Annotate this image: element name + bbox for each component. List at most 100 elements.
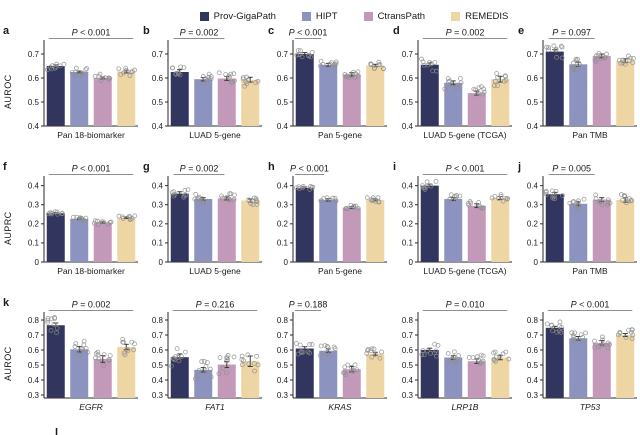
- svg-text:0.3: 0.3: [527, 391, 539, 400]
- svg-text:P = 0.010: P = 0.010: [446, 300, 485, 310]
- svg-text:0.4: 0.4: [28, 181, 40, 190]
- category-label: Pan 18-biomarker: [57, 130, 125, 140]
- svg-text:0.5: 0.5: [277, 361, 289, 370]
- legend-swatch-icon: [301, 11, 311, 21]
- bar-chart-svg: 0.4 0.5 0.6 0.7 P = 0.002 LUAD 5-gene: [152, 28, 262, 140]
- svg-text:0.5: 0.5: [402, 361, 414, 370]
- category-label: TP53: [580, 402, 601, 412]
- svg-text:0.7: 0.7: [152, 50, 164, 59]
- legend-swatch-icon: [363, 11, 373, 21]
- bar-chart-svg: 0.3 0.4 0.5 0.6 0.7 0.8 P = 0.002 EGFR: [28, 300, 138, 412]
- svg-text:0.2: 0.2: [28, 220, 40, 229]
- panel-letter: c: [268, 25, 275, 37]
- svg-text:0.6: 0.6: [527, 74, 539, 83]
- legend-swatch-icon: [199, 11, 209, 21]
- panel-e: e 0.4 0.5 0.6 0.7 P = 0.097 Pan TMB: [515, 25, 640, 162]
- svg-text:P = 0.097: P = 0.097: [552, 28, 591, 38]
- panel-k-tp53: 0.3 0.4 0.5 0.6 0.7 0.8 P < 0.001 TP53: [515, 298, 640, 434]
- svg-text:0.4: 0.4: [28, 376, 40, 385]
- svg-text:0.4: 0.4: [152, 181, 164, 190]
- bar-chart-svg: 0.3 0.4 0.5 0.6 0.7 0.8 P = 0.216 FAT1: [152, 300, 262, 412]
- svg-text:0.6: 0.6: [402, 74, 414, 83]
- svg-text:0.6: 0.6: [152, 74, 164, 83]
- svg-text:0.4: 0.4: [152, 376, 164, 385]
- bar-chart-svg: 0 0.1 0.2 0.3 0.4 P = 0.002 LUAD 5-gene: [152, 164, 262, 276]
- svg-text:P < 0.001: P < 0.001: [72, 164, 111, 174]
- panel-letter: d: [393, 25, 400, 37]
- svg-text:0.8: 0.8: [277, 316, 289, 325]
- svg-text:P = 0.005: P = 0.005: [552, 164, 591, 174]
- category-label: LUAD 5-gene (TCGA): [423, 130, 506, 140]
- svg-text:0.8: 0.8: [402, 316, 414, 325]
- category-label: LUAD 5-gene (TCGA): [423, 266, 506, 276]
- svg-text:0.7: 0.7: [28, 331, 40, 340]
- svg-text:0.1: 0.1: [28, 239, 40, 248]
- svg-text:0.4: 0.4: [527, 181, 539, 190]
- svg-text:0.1: 0.1: [402, 239, 414, 248]
- bar-chart-svg: 0.3 0.4 0.5 0.6 0.7 0.8 P < 0.001 TP53: [527, 300, 637, 412]
- category-label: Pan 18-biomarker: [57, 266, 125, 276]
- svg-text:0.6: 0.6: [277, 346, 289, 355]
- svg-text:0.6: 0.6: [28, 346, 40, 355]
- svg-text:0.5: 0.5: [527, 361, 539, 370]
- chart-row-auroc: a AUROC 0.4 0.5 0.6 0.7 P < 0.001 Pan 18-biom…: [0, 25, 640, 162]
- svg-text:0.4: 0.4: [277, 376, 289, 385]
- svg-text:0.4: 0.4: [277, 122, 289, 131]
- y-axis-label: AUROC: [3, 74, 13, 110]
- legend-item-remedis: REMEDIS: [451, 11, 508, 22]
- svg-text:0.7: 0.7: [402, 331, 414, 340]
- svg-text:P = 0.188: P = 0.188: [289, 300, 328, 310]
- svg-text:0.6: 0.6: [277, 74, 289, 83]
- bar-chart-svg: 0.4 0.5 0.6 0.7 P < 0.001 Pan 5-gene: [277, 28, 387, 140]
- panel-k-lrp1b: 0.3 0.4 0.5 0.6 0.7 0.8 P = 0.010 LRP1B: [390, 298, 515, 434]
- svg-text:0.1: 0.1: [277, 239, 289, 248]
- svg-text:0.5: 0.5: [152, 98, 164, 107]
- svg-text:0.1: 0.1: [527, 239, 539, 248]
- panel-k-fat1: 0.3 0.4 0.5 0.6 0.7 0.8 P = 0.216 FAT1: [140, 298, 265, 434]
- svg-text:0.4: 0.4: [28, 122, 40, 131]
- chart-row-genes: k AUROC 0.3 0.4 0.5 0.6 0.7 0.8 P = 0.002 EGFR …: [0, 297, 640, 434]
- panel-k-kras: 0.3 0.4 0.5 0.6 0.7 0.8 P = 0.188 KRAS: [265, 298, 390, 434]
- legend-item-hipt: HIPT: [301, 10, 338, 22]
- panel-letter: e: [518, 25, 525, 37]
- panel-letter: b: [143, 25, 150, 37]
- legend: Prov-GigaPath HIPT CtransPath REMEDIS: [34, 6, 640, 26]
- svg-text:0.4: 0.4: [152, 122, 164, 131]
- svg-text:0.3: 0.3: [277, 391, 289, 400]
- category-label: Pan TMB: [572, 130, 608, 140]
- legend-label: CtransPath: [377, 10, 426, 22]
- category-label: Pan 5-gene: [318, 266, 362, 276]
- svg-text:0.7: 0.7: [527, 50, 539, 59]
- svg-text:0.7: 0.7: [277, 50, 289, 59]
- svg-text:0.3: 0.3: [402, 201, 414, 210]
- svg-text:0.7: 0.7: [152, 331, 164, 340]
- svg-text:0.3: 0.3: [28, 201, 40, 210]
- bar-chart-svg: 0.4 0.5 0.6 0.7 P < 0.001 Pan 18-biomarker: [28, 28, 138, 140]
- panel-letter: h: [268, 161, 275, 173]
- svg-text:0.3: 0.3: [152, 391, 164, 400]
- svg-text:0.4: 0.4: [402, 376, 414, 385]
- panel-letter: f: [3, 161, 7, 173]
- svg-text:P = 0.002: P = 0.002: [180, 164, 219, 174]
- svg-text:0.1: 0.1: [152, 239, 164, 248]
- svg-text:0.4: 0.4: [527, 122, 539, 131]
- svg-text:0.4: 0.4: [402, 181, 414, 190]
- svg-text:0.8: 0.8: [152, 316, 164, 325]
- svg-text:0.5: 0.5: [527, 98, 539, 107]
- bar-chart-svg: 0.4 0.5 0.6 0.7 P = 0.002 LUAD 5-gene (TCGA): [402, 28, 512, 140]
- svg-text:0.5: 0.5: [152, 361, 164, 370]
- svg-text:P < 0.001: P < 0.001: [289, 28, 328, 38]
- legend-swatch-icon: [451, 11, 461, 21]
- panel-letter: k: [3, 297, 10, 309]
- legend-item-prov-gigapath: Prov-GigaPath: [199, 11, 276, 22]
- category-label: EGFR: [79, 402, 103, 412]
- legend-label: HIPT: [315, 10, 338, 22]
- svg-text:0.2: 0.2: [152, 220, 164, 229]
- bar-chart-svg: 0.3 0.4 0.5 0.6 0.7 0.8P = 0.188 KRAS: [277, 300, 387, 412]
- svg-text:P = 0.216: P = 0.216: [196, 300, 235, 310]
- bar-chart-svg: 0.3 0.4 0.5 0.6 0.7 0.8 P = 0.010 LRP1B: [402, 300, 512, 412]
- y-axis-label: AUROC: [3, 346, 13, 382]
- svg-text:0: 0: [534, 258, 539, 267]
- y-axis-label: AUPRC: [3, 211, 13, 245]
